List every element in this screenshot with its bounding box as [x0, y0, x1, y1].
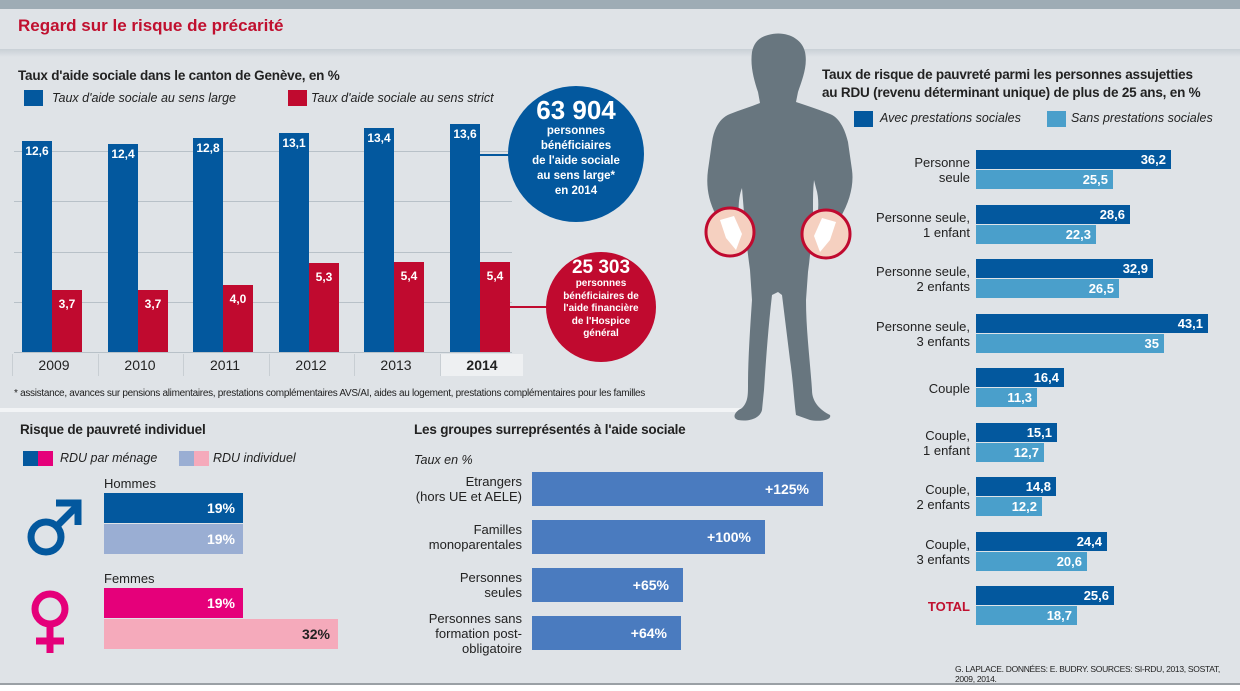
bar-strict: 4,0 — [223, 285, 253, 352]
footnote: * assistance, avances sur pensions alime… — [14, 388, 646, 399]
callout-text: bénéficiaires — [540, 140, 612, 152]
gridline — [14, 252, 512, 253]
section-divider — [0, 408, 742, 412]
callout-text: bénéficiaires de — [563, 290, 639, 302]
bar-value-label: 13,1 — [282, 136, 306, 150]
legend-label-sans: Sans prestations sociales — [1071, 111, 1213, 125]
bar-value-label: 3,7 — [144, 297, 162, 311]
bar-strict: 5,3 — [309, 263, 339, 352]
bar-strict: 3,7 — [138, 290, 168, 352]
year-label: 2013 — [354, 354, 437, 376]
callout-text: personnes — [546, 125, 606, 137]
chart4-title: Taux de risque de pauvreté parmi les per… — [822, 66, 1201, 102]
year-label: 2012 — [269, 354, 352, 376]
callout-text: de l'aide sociale — [532, 155, 620, 167]
bar-value-label: 5,3 — [315, 270, 333, 284]
callout-circle-large: 63 904 personnes bénéficiaires de l'aide… — [508, 86, 644, 222]
bar-value-label: 5,4 — [486, 269, 504, 283]
x-axis-line — [14, 352, 512, 353]
year-label: 2010 — [98, 354, 181, 376]
year-label: 2014 — [440, 354, 523, 376]
callout-number-strict: 25 303 — [571, 257, 631, 278]
bar-value-label: 4,0 — [229, 292, 247, 306]
chart4-title-line: au RDU (revenu déterminant unique) de pl… — [822, 85, 1201, 100]
legend-label-menage: RDU par ménage — [60, 451, 158, 465]
title-shadow — [0, 49, 1240, 57]
legend-swatch-strict — [288, 90, 307, 106]
callout-text: au sens large* — [537, 170, 615, 182]
legend-swatch-avec — [854, 111, 873, 127]
bottom-rule — [0, 683, 1240, 685]
bar-large: 13,4 — [364, 128, 394, 352]
bar-large: 12,6 — [22, 141, 52, 352]
chart1-title: Taux d'aide sociale dans le canton de Ge… — [18, 68, 340, 83]
chart2-title: Risque de pauvreté individuel — [20, 422, 206, 437]
year-label: 2009 — [12, 354, 95, 376]
year-label: 2011 — [183, 354, 266, 376]
callout-line-blue — [480, 154, 512, 156]
gridline — [14, 201, 512, 202]
callout-text: en 2014 — [554, 185, 598, 197]
bar-value-label: 12,6 — [25, 144, 49, 158]
person-silhouette-icon — [707, 33, 853, 421]
bar-large: 13,6 — [450, 124, 480, 352]
credit-line: G. LAPLACE. DONNÉES: E. BUDRY. SOURCES: … — [955, 664, 1220, 684]
legend-swatch-sans — [1047, 111, 1066, 127]
bar-strict: 3,7 — [52, 290, 82, 352]
callout-line-red — [505, 306, 549, 308]
bar-large: 12,8 — [193, 138, 223, 352]
title-band — [0, 9, 1240, 49]
page-title: Regard sur le risque de précarité — [18, 16, 284, 35]
pocket-left-icon — [704, 206, 756, 258]
aide-sociale-chart: 12,6 3,7 2009 12,4 3,7 2010 12,8 4,0 2011 13,1 5,3… — [0, 0, 540, 390]
callout-text: général — [583, 328, 619, 339]
callout-text: l'aide financière — [563, 303, 639, 314]
bar-strict: 5,4 — [480, 262, 510, 352]
male-symbol-icon — [27, 499, 82, 556]
legend-swatch-individuel — [179, 451, 209, 466]
bar-value-label: 13,4 — [367, 131, 391, 145]
silhouette-figure — [704, 33, 853, 421]
bar-value-label: 12,4 — [111, 147, 135, 161]
callout-text: personnes — [575, 278, 627, 289]
legend-label-avec: Avec prestations sociales — [880, 111, 1021, 125]
callout-circle-strict: 25 303 personnes bénéficiaires de l'aide… — [546, 252, 656, 362]
callout-number-large: 63 904 — [536, 95, 616, 125]
gridline — [14, 151, 512, 152]
chart4-title-line: Taux de risque de pauvreté parmi les per… — [822, 67, 1193, 82]
bar-large: 13,1 — [279, 133, 309, 352]
legend-label-large: Taux d'aide sociale au sens large — [52, 91, 236, 105]
bar-value-label: 3,7 — [58, 297, 76, 311]
chart3-subtitle: Taux en % — [414, 453, 473, 467]
bar-strict: 5,4 — [394, 262, 424, 352]
gridline — [14, 302, 512, 303]
chart3-title: Les groupes surreprésentés à l'aide soci… — [414, 422, 686, 437]
pocket-right-icon — [800, 208, 852, 260]
bar-value-label: 13,6 — [453, 127, 477, 141]
callout-text: de l'Hospice — [571, 315, 631, 327]
female-symbol-icon — [31, 590, 69, 653]
bar-large: 12,4 — [108, 144, 138, 352]
legend-swatch-menage — [23, 451, 53, 466]
legend-label-individuel: RDU individuel — [213, 451, 296, 465]
bar-value-label: 12,8 — [196, 141, 220, 155]
bar-value-label: 5,4 — [400, 269, 418, 283]
legend-label-strict: Taux d'aide sociale au sens strict — [311, 91, 494, 105]
legend-swatch-large — [24, 90, 43, 106]
top-band — [0, 0, 1240, 9]
